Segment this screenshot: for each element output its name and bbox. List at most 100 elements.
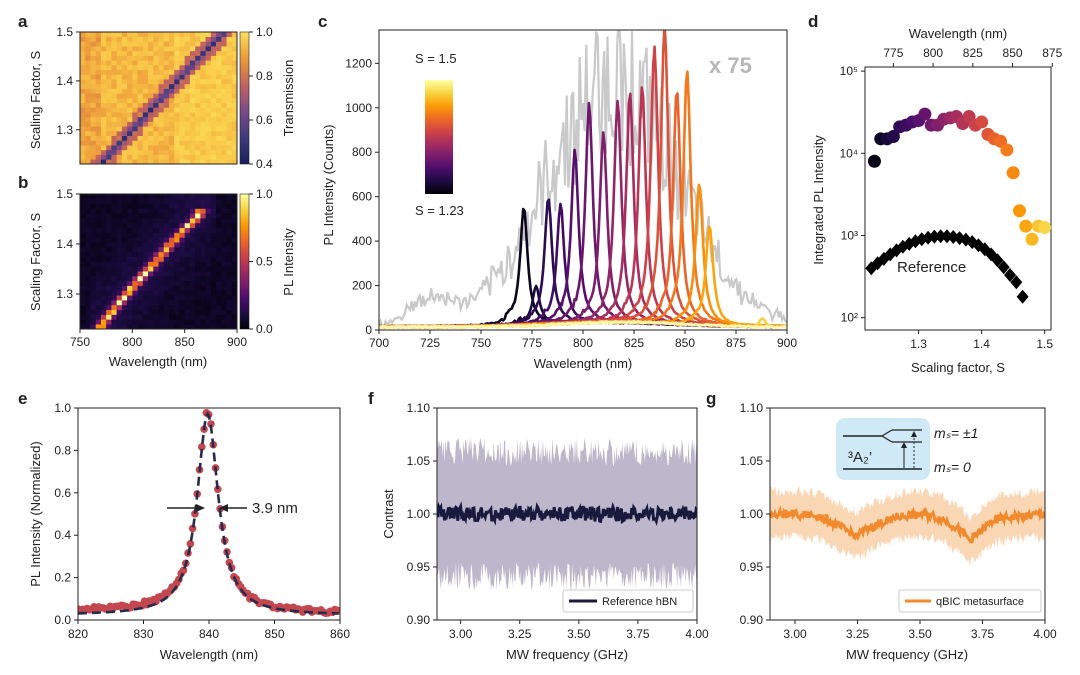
panel-a-cell [210, 36, 217, 42]
panel-b-cell [85, 280, 91, 286]
panel-b-cell [216, 251, 222, 257]
panel-a-cell [221, 154, 227, 160]
panel-a-cell [231, 46, 238, 52]
panel-a-cell [121, 36, 128, 42]
panel-a-cell [137, 41, 144, 47]
panel-b-cell [200, 309, 206, 315]
panel-a-cell [121, 159, 128, 165]
panel-b-cell [142, 247, 149, 253]
panel-b-cell [174, 295, 180, 301]
panel-b-cell [127, 266, 133, 272]
panel-f-legend [562, 589, 694, 613]
panel-a-cell [210, 112, 217, 118]
panel-a-cell [163, 131, 170, 137]
panel-b-cell [127, 271, 133, 277]
panel-b-cell [221, 213, 227, 219]
panel-a-cell [216, 149, 222, 155]
panel-b-cell [174, 242, 180, 248]
panel-a-cell [163, 145, 170, 151]
panel-c-xtick-label: 900 [777, 336, 797, 350]
panel-a-cell [111, 149, 117, 155]
panel-b-cell [231, 275, 238, 282]
panel-a-cell [95, 116, 102, 122]
panel-a-cell [100, 93, 107, 99]
panel-a-cell [111, 140, 117, 146]
panel-b-cell [195, 309, 201, 315]
panel-a-cell [148, 55, 154, 61]
panel-a-cell [106, 145, 112, 151]
panel-a-cell [231, 126, 238, 132]
panel-b-cell [195, 275, 201, 282]
panel-a-ytick-label: 1.4 [56, 74, 73, 88]
panel-b-cell [216, 256, 222, 262]
panel-b-cell [137, 275, 144, 282]
panel-b-cell [137, 261, 144, 267]
panel-b-cell [168, 275, 175, 282]
panel-b-cell [80, 275, 86, 282]
panel-b-cell [200, 319, 206, 325]
panel-b-ylabel: Scaling Factor, S [28, 213, 43, 312]
panel-b-cell [127, 261, 133, 267]
panel-a-cell [168, 140, 175, 146]
panel-b-cell [226, 300, 233, 306]
panel-f-xlabel: MW frequency (GHz) [506, 647, 628, 662]
panel-a-cell [216, 50, 222, 56]
panel-b-cell [148, 208, 154, 214]
panel-b-cell [148, 266, 154, 272]
panel-a-cell [179, 93, 185, 99]
panel-a-cell [216, 46, 222, 52]
panel-e-xtick-label: 840 [199, 627, 219, 641]
panel-a-cell [111, 65, 117, 71]
panel-b-cell [163, 275, 170, 282]
panel-b-cell [148, 304, 154, 311]
panel-a-cell [189, 83, 196, 89]
panel-b-cell [189, 222, 196, 229]
panel-a-cell [90, 102, 96, 108]
panel-a-cell [163, 93, 170, 99]
panel-b-cell [184, 304, 191, 311]
panel-b-cell [153, 237, 159, 243]
panel-b-cell [142, 242, 149, 248]
panel-a-cell [158, 50, 165, 56]
panel-b-cell [221, 295, 227, 301]
panel-b-cell [210, 309, 217, 315]
panel-b-cell [85, 242, 91, 248]
panel-b-cell [189, 237, 196, 243]
panel-b-cell [142, 314, 149, 320]
panel-b-cell [226, 194, 233, 200]
panel-a-cell [148, 41, 154, 47]
panel-d-ytick-label: 10⁵ [840, 64, 858, 78]
panel-b-cell [184, 237, 191, 243]
panel-a-cell [216, 83, 222, 89]
panel-d-reference-marker [997, 260, 1010, 275]
panel-b-cell [127, 285, 133, 291]
panel-b-cell [142, 218, 149, 224]
panel-b-cell [179, 198, 185, 204]
panel-b-cell [200, 222, 206, 229]
panel-a-cell [148, 149, 154, 155]
panel-a-cell [121, 65, 128, 71]
panel-a-cell [210, 50, 217, 56]
panel-a-cell [158, 41, 165, 47]
panel-a-cell [158, 112, 165, 118]
panel-a-cell [168, 88, 175, 94]
panel-a-cell [121, 102, 128, 108]
panel-b-cell [205, 232, 212, 238]
panel-f-ytick-label: 1.00 [407, 507, 431, 521]
panel-b-cell [179, 237, 185, 243]
panel-a-cell [116, 79, 123, 85]
panel-b-cell [189, 280, 196, 286]
panel-a-colorbar-tick-label: 0.8 [256, 69, 273, 83]
panel-a-cell [168, 74, 175, 80]
panel-a-cell [85, 83, 91, 89]
panel-b-cell [179, 285, 185, 291]
panel-b-cell [168, 290, 175, 296]
panel-a-cell [137, 46, 144, 52]
panel-a-cell [189, 93, 196, 99]
panel-b-cell [100, 300, 107, 306]
panel-b-cell [205, 266, 212, 272]
panel-a-cell [95, 149, 102, 155]
panel-a-cell [111, 88, 117, 94]
panel-b-ytick-label: 1.3 [56, 287, 73, 301]
panel-b-cell [80, 227, 86, 233]
